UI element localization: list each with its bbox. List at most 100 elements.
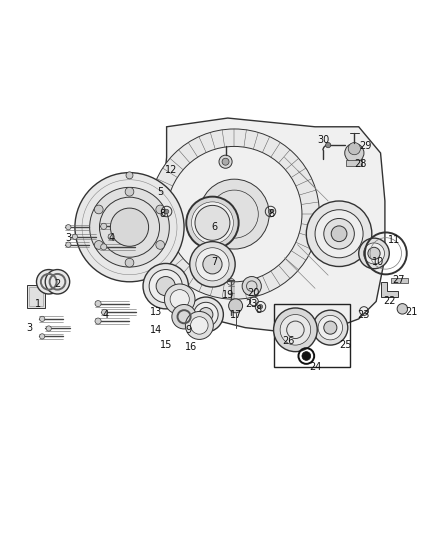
Circle shape [313,310,348,345]
Text: 25: 25 [339,340,352,350]
Text: 14: 14 [149,325,162,335]
Circle shape [274,308,317,352]
Circle shape [331,226,347,241]
Text: 12: 12 [165,165,177,175]
Circle shape [219,155,232,168]
Circle shape [191,202,233,244]
Circle shape [95,205,103,214]
Circle shape [348,142,360,155]
Circle shape [66,224,71,230]
Text: 6: 6 [212,222,218,232]
Text: 4: 4 [102,310,109,319]
Circle shape [164,209,169,214]
Bar [274,304,350,367]
Circle shape [143,263,188,309]
Text: 1: 1 [35,298,41,309]
Text: 2: 2 [54,279,60,289]
Text: 3: 3 [26,322,32,333]
Circle shape [102,309,108,316]
Circle shape [95,318,101,324]
Text: 19: 19 [222,290,234,300]
Circle shape [199,179,269,249]
Circle shape [196,248,229,281]
Circle shape [190,241,235,287]
Polygon shape [162,118,385,332]
Circle shape [149,129,319,299]
Circle shape [95,240,103,249]
Text: 29: 29 [359,141,371,151]
Bar [29,287,43,306]
Text: 17: 17 [230,310,243,319]
Text: 24: 24 [309,362,321,372]
Circle shape [229,299,243,313]
Circle shape [302,352,311,360]
Circle shape [172,304,196,329]
Text: 11: 11 [388,235,400,245]
Circle shape [280,314,311,345]
Circle shape [345,143,364,163]
Bar [392,278,408,283]
Circle shape [126,172,133,179]
Circle shape [66,242,71,247]
Text: 22: 22 [383,296,396,306]
Text: 8: 8 [268,209,275,219]
Circle shape [90,188,170,267]
Text: 30: 30 [318,135,330,145]
Circle shape [156,205,165,214]
Text: 5: 5 [157,187,163,197]
Circle shape [315,210,363,258]
Circle shape [39,316,45,321]
Circle shape [258,304,263,309]
Circle shape [222,158,229,165]
Circle shape [39,334,45,339]
Text: 8: 8 [159,209,165,219]
Circle shape [156,277,175,296]
Circle shape [170,289,189,309]
Text: 21: 21 [405,308,417,317]
Circle shape [268,209,273,214]
Circle shape [191,317,208,334]
Bar [27,285,45,308]
Circle shape [324,219,354,249]
Text: 27: 27 [392,274,404,285]
Circle shape [45,270,70,294]
Text: 7: 7 [212,257,218,267]
Circle shape [36,270,61,294]
Text: 3: 3 [65,233,71,243]
Circle shape [194,302,218,327]
Polygon shape [381,282,398,297]
Circle shape [72,234,78,239]
Circle shape [125,188,134,196]
Bar [346,160,362,166]
Circle shape [101,244,107,250]
Circle shape [125,259,134,267]
Text: 23: 23 [357,310,369,319]
Circle shape [46,326,51,331]
Text: 8: 8 [255,305,261,315]
Text: 9: 9 [185,325,191,335]
Text: 13: 13 [149,308,162,317]
Circle shape [199,308,213,321]
Circle shape [203,255,222,274]
Text: 20: 20 [248,288,260,298]
Text: 23: 23 [246,298,258,309]
Circle shape [164,284,195,314]
Text: 15: 15 [160,340,173,350]
Text: 28: 28 [355,159,367,169]
Circle shape [95,301,101,306]
Circle shape [306,201,372,266]
Circle shape [318,316,343,340]
Circle shape [75,173,184,282]
Circle shape [110,208,148,246]
Circle shape [149,270,182,303]
Circle shape [325,142,331,148]
Text: 26: 26 [283,336,295,346]
Circle shape [185,311,213,340]
Text: 10: 10 [372,257,385,267]
Circle shape [397,304,408,314]
Circle shape [186,197,239,249]
Text: 4: 4 [109,233,115,243]
Circle shape [324,321,337,334]
Circle shape [101,223,107,229]
Circle shape [359,238,389,269]
